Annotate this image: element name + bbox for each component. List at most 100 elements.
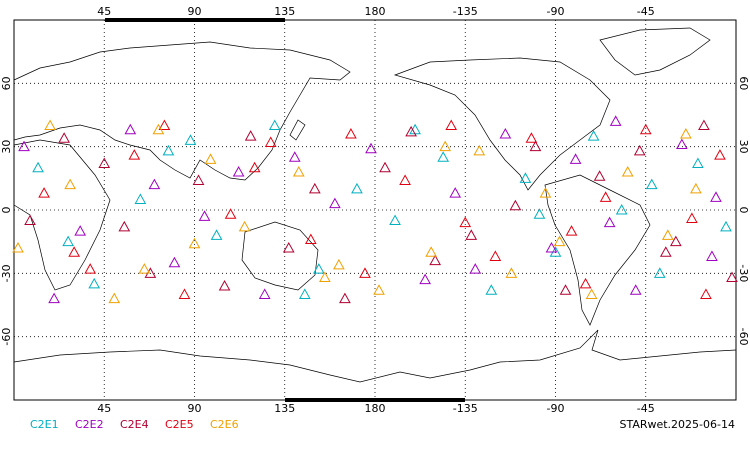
point bbox=[74, 225, 87, 236]
point bbox=[162, 144, 175, 156]
y-tick-label: 0 bbox=[0, 207, 13, 214]
point bbox=[653, 267, 666, 278]
legend-label: C2E6 bbox=[210, 418, 239, 431]
point bbox=[108, 292, 121, 304]
point bbox=[599, 191, 612, 202]
point bbox=[333, 258, 345, 270]
point bbox=[32, 161, 44, 173]
point bbox=[469, 263, 482, 274]
point bbox=[700, 288, 712, 299]
point bbox=[339, 292, 351, 304]
point bbox=[24, 214, 36, 226]
point bbox=[292, 165, 305, 177]
x-tick-label: -45 bbox=[637, 5, 655, 18]
point bbox=[429, 254, 442, 266]
point bbox=[621, 165, 634, 177]
x-tick-label: -135 bbox=[453, 5, 478, 18]
point bbox=[84, 263, 97, 274]
point bbox=[419, 273, 431, 285]
point bbox=[465, 229, 478, 240]
point bbox=[473, 144, 486, 156]
point bbox=[661, 229, 674, 240]
point bbox=[559, 284, 572, 295]
point bbox=[210, 229, 223, 240]
y-tick-label: 60 bbox=[0, 76, 13, 90]
point bbox=[680, 127, 692, 139]
y-tick-label: -60 bbox=[0, 328, 13, 346]
point bbox=[359, 267, 371, 278]
coastlines bbox=[13, 27, 737, 383]
point bbox=[509, 199, 522, 211]
x-tick-label: 180 bbox=[365, 402, 386, 415]
point bbox=[690, 182, 702, 194]
point bbox=[714, 149, 726, 160]
x-tick-label: 90 bbox=[188, 402, 202, 415]
point bbox=[449, 187, 462, 198]
point bbox=[686, 212, 698, 223]
point bbox=[158, 119, 171, 131]
point bbox=[192, 174, 205, 185]
x-tick-label: 90 bbox=[188, 5, 202, 18]
point bbox=[525, 132, 538, 143]
point bbox=[489, 250, 502, 261]
chart-title: STARwet.2025-06-14 bbox=[619, 418, 735, 431]
point bbox=[268, 119, 281, 131]
x-tick-label: 45 bbox=[97, 5, 111, 18]
point bbox=[282, 241, 295, 253]
point bbox=[168, 256, 181, 268]
point bbox=[44, 119, 56, 131]
point bbox=[676, 138, 688, 150]
point bbox=[329, 197, 341, 209]
point bbox=[12, 241, 24, 253]
point bbox=[579, 277, 592, 289]
point bbox=[134, 193, 147, 204]
point bbox=[529, 140, 542, 152]
point bbox=[148, 178, 161, 190]
point bbox=[198, 210, 211, 221]
point bbox=[88, 277, 101, 289]
point bbox=[553, 235, 566, 247]
x-tick-label: 45 bbox=[97, 402, 111, 415]
point bbox=[128, 149, 141, 160]
point bbox=[499, 127, 512, 139]
point bbox=[345, 127, 357, 139]
point bbox=[659, 246, 672, 257]
point bbox=[312, 263, 325, 274]
grid bbox=[14, 20, 736, 400]
point bbox=[669, 235, 682, 247]
points bbox=[12, 115, 738, 304]
point bbox=[264, 136, 277, 147]
x-tick-label: -90 bbox=[547, 402, 565, 415]
point bbox=[58, 132, 70, 143]
y-tick-label: 30 bbox=[737, 140, 750, 154]
point bbox=[258, 288, 271, 299]
x-tick-label: 180 bbox=[365, 5, 386, 18]
point bbox=[587, 130, 600, 141]
point bbox=[62, 235, 74, 247]
x-tick-label: -135 bbox=[453, 402, 478, 415]
point bbox=[585, 288, 598, 299]
point bbox=[224, 208, 237, 219]
point bbox=[425, 246, 438, 257]
point bbox=[565, 225, 578, 236]
legend-label: C2E5 bbox=[165, 418, 194, 431]
point bbox=[188, 237, 201, 249]
point bbox=[459, 216, 472, 228]
y-tick-label: -30 bbox=[0, 264, 13, 282]
point bbox=[379, 161, 391, 173]
point bbox=[298, 288, 311, 299]
point bbox=[569, 153, 582, 164]
point bbox=[68, 246, 81, 257]
point bbox=[439, 140, 452, 152]
point bbox=[505, 267, 518, 278]
point bbox=[319, 271, 331, 283]
point bbox=[545, 241, 558, 253]
point bbox=[710, 191, 722, 202]
point bbox=[629, 284, 642, 295]
labels: 45 45 90 90 135 135 180 180 -135 -135 -90 -90 -45 -45… bbox=[0, 5, 750, 431]
point bbox=[218, 279, 231, 291]
point bbox=[48, 292, 60, 304]
y-tick-label: -60 bbox=[737, 328, 750, 346]
